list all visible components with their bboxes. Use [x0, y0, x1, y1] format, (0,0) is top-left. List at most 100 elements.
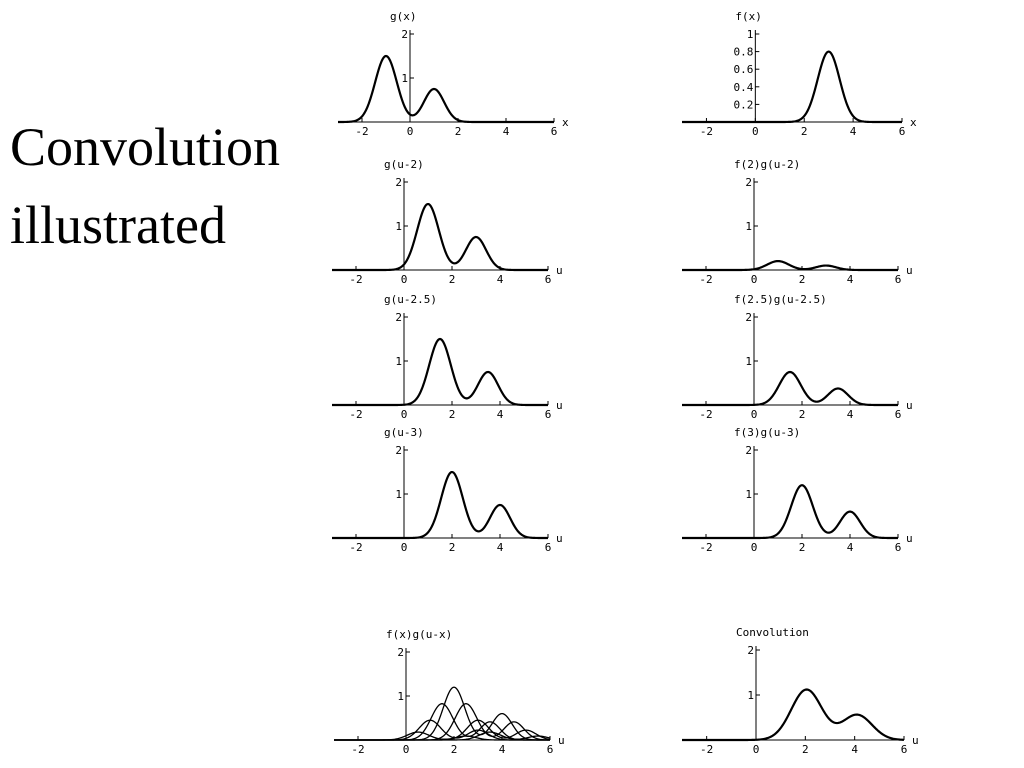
plot-panel: g(u-3) -2 0 2 4 6u 1 2 — [331, 426, 563, 554]
plot-title: f(3)g(u-3) — [734, 426, 800, 439]
plot-title: Convolution — [736, 626, 809, 639]
x-tick-label: 6 — [895, 541, 902, 554]
title-line-1: Convolution — [10, 117, 281, 177]
x-axis-label: u — [556, 399, 563, 412]
x-tick-label: 4 — [847, 273, 854, 286]
x-tick-label: 0 — [751, 273, 758, 286]
plot-title: g(x) — [390, 10, 417, 23]
y-tick-label: 1 — [747, 689, 754, 702]
series-line — [681, 260, 899, 272]
plot-panel: f(3)g(u-3) -2 0 2 4 6u 1 2 — [681, 426, 913, 554]
x-tick-label: 6 — [895, 273, 902, 286]
y-tick-label: 1 — [745, 488, 752, 501]
y-tick-label: 0.6 — [733, 63, 753, 76]
x-tick-label: 0 — [403, 743, 410, 756]
y-tick-label: 0.8 — [733, 46, 753, 59]
x-tick-label: -2 — [699, 273, 712, 286]
plot-panel: Convolution -2 0 2 4 6u 1 2 — [681, 626, 919, 756]
y-tick-label: 2 — [745, 444, 752, 457]
y-tick-label: 2 — [395, 311, 402, 324]
y-tick-label: 1 — [397, 690, 404, 703]
series-line — [337, 54, 555, 124]
y-tick-label: 0.4 — [733, 81, 753, 94]
x-axis-label: u — [906, 532, 913, 545]
series-line — [334, 731, 551, 741]
plot-title: f(x)g(u-x) — [386, 628, 452, 641]
y-tick-label: 2 — [401, 28, 408, 41]
x-tick-label: 6 — [899, 125, 906, 138]
series-line — [681, 484, 899, 540]
x-tick-label: 6 — [551, 125, 558, 138]
x-tick-label: -2 — [349, 541, 362, 554]
x-axis-label: u — [556, 532, 563, 545]
x-tick-label: 2 — [799, 273, 806, 286]
x-tick-label: 4 — [497, 273, 504, 286]
series-line — [334, 703, 551, 741]
x-tick-label: 4 — [503, 125, 510, 138]
x-axis-label: x — [910, 116, 917, 129]
y-tick-label: 1 — [395, 220, 402, 233]
plot-panel: f(x) -2 0 2 4 6x 0.2 0.4 0.6 0.8 1 — [681, 10, 917, 138]
y-tick-label: 1 — [401, 72, 408, 85]
x-tick-label: 2 — [455, 125, 462, 138]
y-tick-label: 1 — [745, 355, 752, 368]
x-tick-label: -2 — [700, 743, 713, 756]
x-tick-label: 2 — [449, 541, 456, 554]
x-tick-label: 4 — [850, 125, 857, 138]
x-tick-label: 0 — [401, 541, 408, 554]
plot-panel: g(u-2) -2 0 2 4 6u 1 2 — [331, 158, 563, 286]
plot-title: g(u-2.5) — [384, 293, 437, 306]
x-tick-label: -2 — [349, 408, 362, 421]
y-tick-label: 2 — [395, 444, 402, 457]
series-line — [331, 202, 549, 272]
x-tick-label: -2 — [699, 541, 712, 554]
x-tick-label: 2 — [451, 743, 458, 756]
x-axis-label: x — [562, 116, 569, 129]
y-tick-label: 2 — [745, 311, 752, 324]
x-axis-label: u — [912, 734, 919, 747]
x-tick-label: -2 — [355, 125, 368, 138]
plot-panel: f(2.5)g(u-2.5) -2 0 2 4 6u 1 2 — [681, 293, 913, 421]
x-tick-label: -2 — [349, 273, 362, 286]
series-line — [331, 337, 549, 407]
x-tick-label: -2 — [699, 408, 712, 421]
x-axis-label: u — [906, 399, 913, 412]
y-tick-label: 1 — [395, 355, 402, 368]
series-line — [334, 703, 550, 741]
x-tick-label: 2 — [449, 408, 456, 421]
series-line — [334, 686, 550, 741]
x-tick-label: 0 — [401, 408, 408, 421]
x-tick-label: 6 — [545, 273, 552, 286]
plot-title: f(2)g(u-2) — [734, 158, 800, 171]
y-tick-label: 2 — [395, 176, 402, 189]
x-tick-label: 2 — [799, 541, 806, 554]
x-tick-label: 2 — [801, 125, 808, 138]
x-tick-label: 6 — [547, 743, 554, 756]
y-tick-label: 0.2 — [733, 98, 753, 111]
x-tick-label: 6 — [545, 408, 552, 421]
x-axis-label: u — [556, 264, 563, 277]
x-tick-label: 6 — [895, 408, 902, 421]
plot-panel: g(u-2.5) -2 0 2 4 6u 1 2 — [331, 293, 563, 421]
title-line-2: illustrated — [10, 195, 226, 255]
x-tick-label: 4 — [499, 743, 506, 756]
x-tick-label: -2 — [700, 125, 713, 138]
y-tick-label: 1 — [745, 220, 752, 233]
series-line — [681, 50, 903, 124]
series-line — [331, 470, 549, 540]
x-tick-label: 4 — [497, 541, 504, 554]
y-tick-label: 2 — [747, 644, 754, 657]
plot-title: g(u-2) — [384, 158, 424, 171]
x-tick-label: 6 — [901, 743, 908, 756]
x-tick-label: 2 — [802, 743, 809, 756]
plot-panel: f(2)g(u-2) -2 0 2 4 6u 1 2 — [681, 158, 913, 286]
x-tick-label: 0 — [751, 541, 758, 554]
x-tick-label: 0 — [751, 408, 758, 421]
plot-panel: f(x)g(u-x) -2 0 2 4 6u 1 2 — [334, 628, 565, 756]
series-line — [681, 370, 899, 407]
y-tick-label: 1 — [747, 28, 754, 41]
x-tick-label: 4 — [847, 541, 854, 554]
x-tick-label: 0 — [401, 273, 408, 286]
